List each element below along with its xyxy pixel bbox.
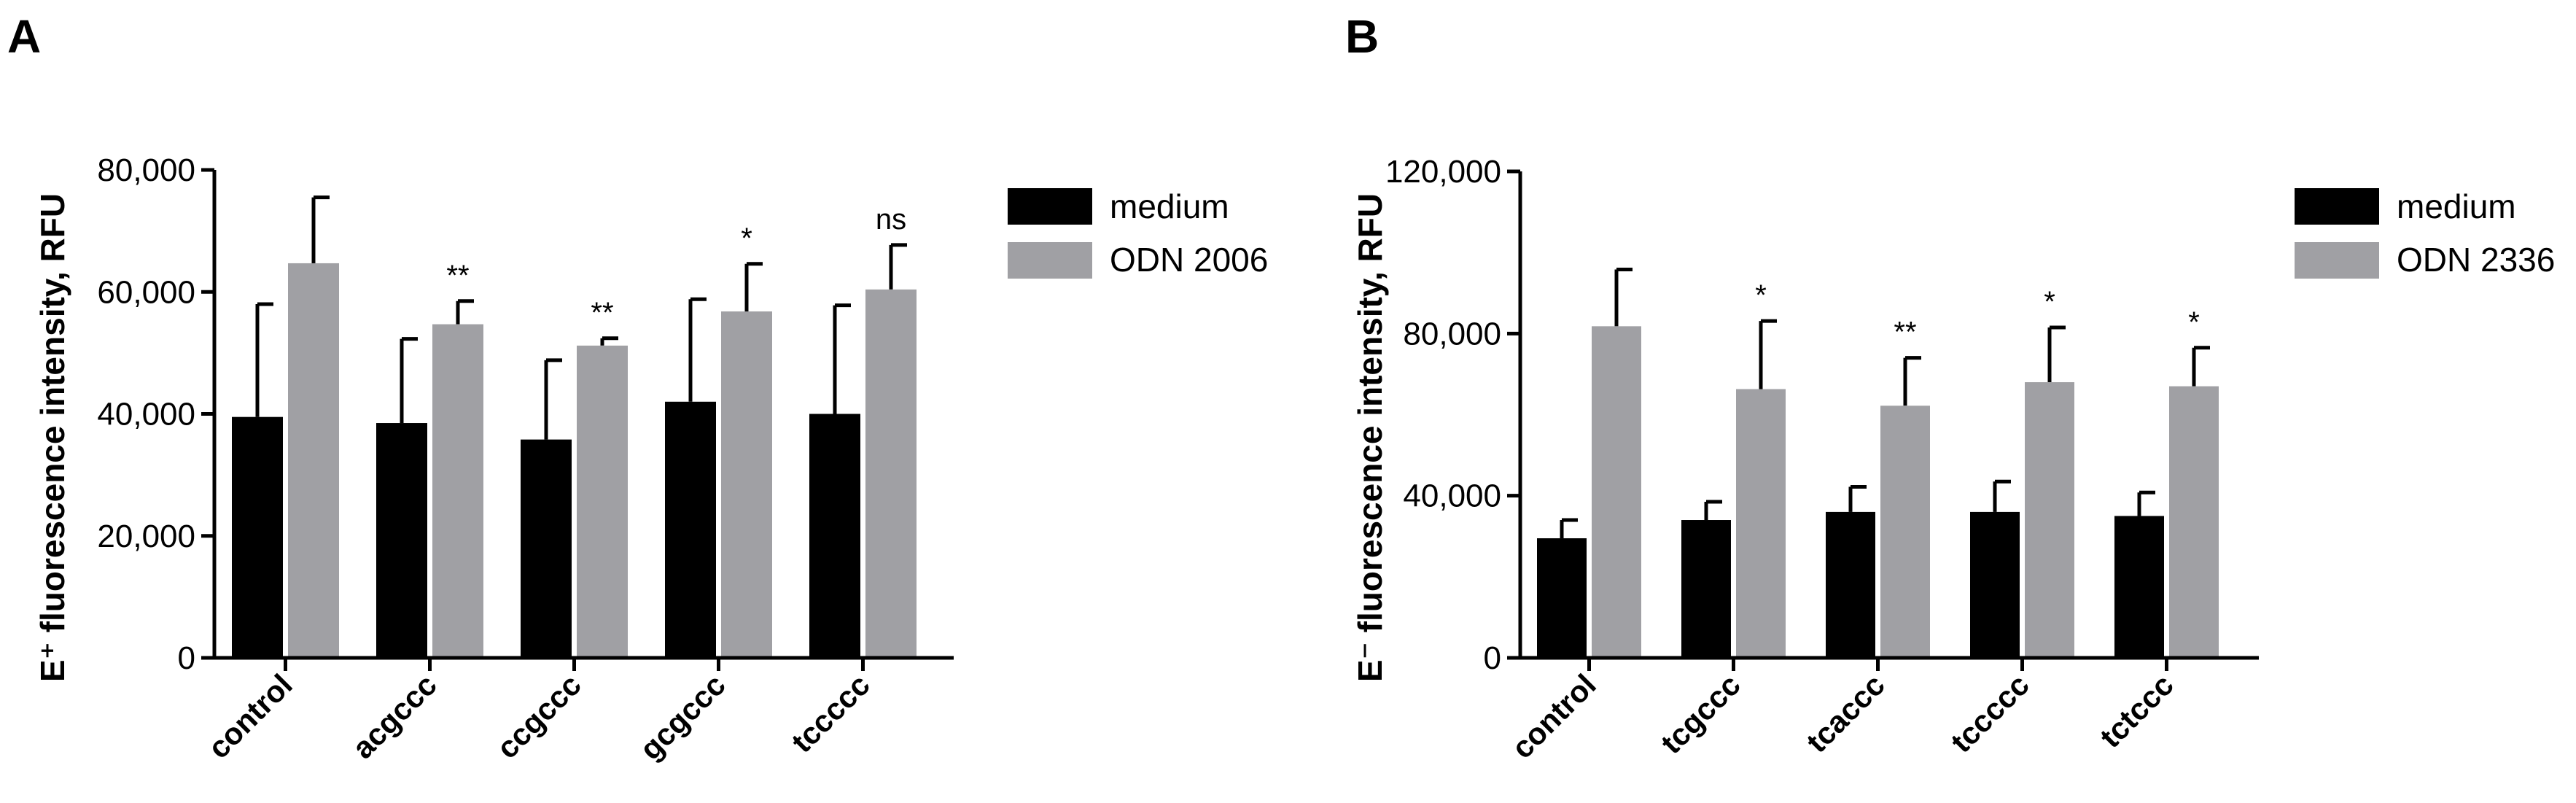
bar-medium-tccccc — [1970, 511, 2020, 658]
x-category-label-a: control — [201, 667, 299, 765]
significance-label: * — [741, 222, 752, 255]
bar-medium-ccgccc — [521, 439, 572, 658]
legend-swatch-odn-a — [1008, 242, 1092, 279]
bar-medium-control — [232, 416, 283, 658]
bar-odn-control — [1592, 326, 1641, 658]
legend-swatch-medium-a — [1008, 188, 1092, 225]
significance-label: ** — [591, 297, 613, 329]
y-axis-label-a: E⁺ fluorescence intensity, RFU — [34, 193, 71, 682]
significance-label: ns — [876, 203, 906, 236]
x-category-label-a: tccccc — [785, 667, 876, 759]
bar-odn-tcgccc — [1736, 389, 1786, 658]
bar-odn-tctccc — [2169, 386, 2219, 658]
x-category-label-a: gcgccc — [633, 667, 732, 767]
y-tick-label-a: 60,000 — [97, 274, 195, 310]
panel-letter-b: B — [1345, 10, 1379, 63]
significance-label: * — [2044, 286, 2055, 318]
panel-a: A E⁺ fluorescence intensity, RFU *****ns… — [7, 10, 1268, 767]
bar-medium-gcgccc — [665, 401, 716, 658]
significance-label: * — [1755, 279, 1767, 311]
legend-label-medium-a: medium — [1110, 187, 1229, 225]
x-category-label-b: control — [1505, 667, 1603, 765]
legend-b: medium ODN 2336 — [2295, 187, 2555, 279]
y-tick-label-b: 120,000 — [1385, 154, 1501, 190]
y-tick-label-b: 0 — [1484, 640, 1501, 676]
x-category-label-a: ccgccc — [490, 667, 588, 765]
bar-odn-control — [288, 263, 339, 658]
bar-odn-acgccc — [432, 324, 483, 658]
bar-medium-tcaccc — [1826, 511, 1875, 658]
significance-label: ** — [1894, 317, 1916, 349]
legend-a: medium ODN 2006 — [1008, 187, 1268, 279]
y-tick-label-a: 80,000 — [97, 152, 195, 188]
panel-b: B E⁻ fluorescence intensity, RFU ***** 0… — [1345, 10, 2555, 765]
bar-medium-tccccc — [809, 414, 860, 658]
x-category-label-b: tcaccc — [1799, 667, 1891, 759]
bars-b: ***** — [1537, 268, 2219, 658]
bar-odn-tcaccc — [1880, 406, 1930, 658]
y-tick-label-a: 40,000 — [97, 397, 195, 432]
bar-medium-acgccc — [376, 423, 427, 658]
legend-swatch-odn-b — [2295, 242, 2379, 279]
x-category-label-b: tctccc — [2093, 667, 2180, 754]
legend-label-odn-b: ODN 2336 — [2397, 241, 2555, 279]
significance-label: ** — [446, 260, 469, 292]
y-tick-label-b: 40,000 — [1403, 478, 1501, 514]
bar-odn-tccccc — [2025, 382, 2074, 658]
bar-medium-control — [1537, 538, 1587, 658]
bar-odn-ccgccc — [577, 345, 628, 658]
y-tick-label-b: 80,000 — [1403, 316, 1501, 352]
panel-letter-a: A — [7, 10, 41, 63]
bar-odn-gcgccc — [721, 311, 772, 658]
y-tick-label-a: 0 — [178, 640, 195, 676]
x-category-label-a: acgccc — [346, 667, 443, 765]
legend-label-medium-b: medium — [2397, 187, 2516, 225]
bars-a: *****ns — [232, 195, 917, 658]
y-axis-label-b: E⁻ fluorescence intensity, RFU — [1351, 193, 1389, 682]
bar-medium-tcgccc — [1681, 520, 1731, 658]
significance-label: * — [2188, 306, 2200, 338]
legend-swatch-medium-b — [2295, 188, 2379, 225]
x-category-label-b: tcgccc — [1654, 667, 1747, 760]
bar-odn-tccccc — [865, 289, 917, 658]
y-tick-label-a: 20,000 — [97, 519, 195, 554]
legend-label-odn-a: ODN 2006 — [1110, 241, 1268, 279]
x-category-label-b: tccccc — [1944, 667, 2036, 759]
bar-medium-tctccc — [2114, 516, 2164, 658]
